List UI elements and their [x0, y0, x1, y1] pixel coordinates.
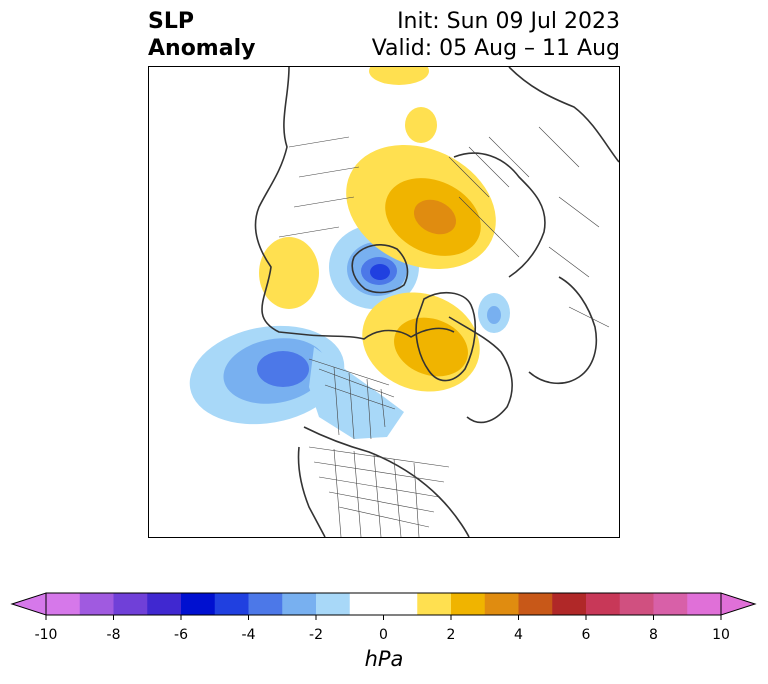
anomaly-canada-low	[309, 347, 404, 439]
init-date: Init: Sun 09 Jul 2023	[397, 9, 620, 34]
colorbar-bin	[619, 593, 654, 615]
colorbar-min-arrow	[10, 592, 47, 616]
colorbar-bin	[417, 593, 452, 615]
colorbar-bin	[282, 593, 317, 615]
colorbar-tick-label: 0	[379, 627, 388, 643]
colorbar: -10 -8 -6 -4 -2 0 2 4 6 8 10 hPa	[0, 580, 768, 680]
map-title: SLP Anomaly	[148, 9, 256, 61]
coastlines	[254, 67, 619, 537]
anomaly-norwegian-low	[478, 293, 510, 333]
colorbar-tick-label: -6	[174, 627, 188, 643]
map-panel	[148, 66, 620, 538]
colorbar-bin	[113, 593, 148, 615]
colorbar-svg: -10 -8 -6 -4 -2 0 2 4 6 8 10 hPa	[10, 592, 757, 671]
colorbar-bin	[383, 593, 418, 615]
date-info: Init: Sun 09 Jul 2023 Valid: 05 Aug – 11…	[372, 8, 620, 62]
colorbar-ticks: -10 -8 -6 -4 -2 0 2 4 6 8 10	[35, 615, 730, 643]
colorbar-bin	[518, 593, 553, 615]
colorbar-tick-label: 6	[582, 627, 591, 643]
colorbar-bin	[46, 593, 81, 615]
colorbar-bin	[248, 593, 283, 615]
colorbar-bin	[79, 593, 114, 615]
colorbar-tick-label: -8	[107, 627, 121, 643]
anomaly-west-high	[259, 237, 319, 309]
colorbar-tick-label: 4	[514, 627, 523, 643]
colorbar-bin	[181, 593, 216, 615]
colorbar-bin	[316, 593, 351, 615]
anomaly-alaska-low	[189, 325, 345, 425]
anomaly-east-siberia-high	[369, 67, 429, 85]
colorbar-bin	[451, 593, 486, 615]
colorbar-bin	[349, 593, 384, 615]
colorbar-unit-label: hPa	[365, 647, 404, 671]
colorbar-bin	[653, 593, 688, 615]
valid-range: Valid: 05 Aug – 11 Aug	[371, 36, 620, 61]
colorbar-tick-label: 8	[649, 627, 658, 643]
colorbar-bin	[147, 593, 182, 615]
borders	[278, 126, 610, 537]
map-canvas	[189, 67, 619, 537]
colorbar-bins	[46, 593, 722, 615]
colorbar-tick-label: -10	[35, 627, 58, 643]
colorbar-bin	[687, 593, 722, 615]
anomaly-shading	[189, 67, 510, 439]
colorbar-bin	[586, 593, 621, 615]
colorbar-bin	[552, 593, 587, 615]
anomaly-scandinavia-high	[405, 107, 437, 143]
colorbar-tick-label: 2	[447, 627, 456, 643]
colorbar-max-arrow	[720, 592, 757, 616]
colorbar-bin	[214, 593, 249, 615]
colorbar-tick-label: 10	[712, 627, 730, 643]
colorbar-bin	[484, 593, 519, 615]
colorbar-tick-label: -4	[242, 627, 256, 643]
anomaly-siberia-high	[346, 144, 496, 270]
colorbar-tick-label: -2	[309, 627, 323, 643]
